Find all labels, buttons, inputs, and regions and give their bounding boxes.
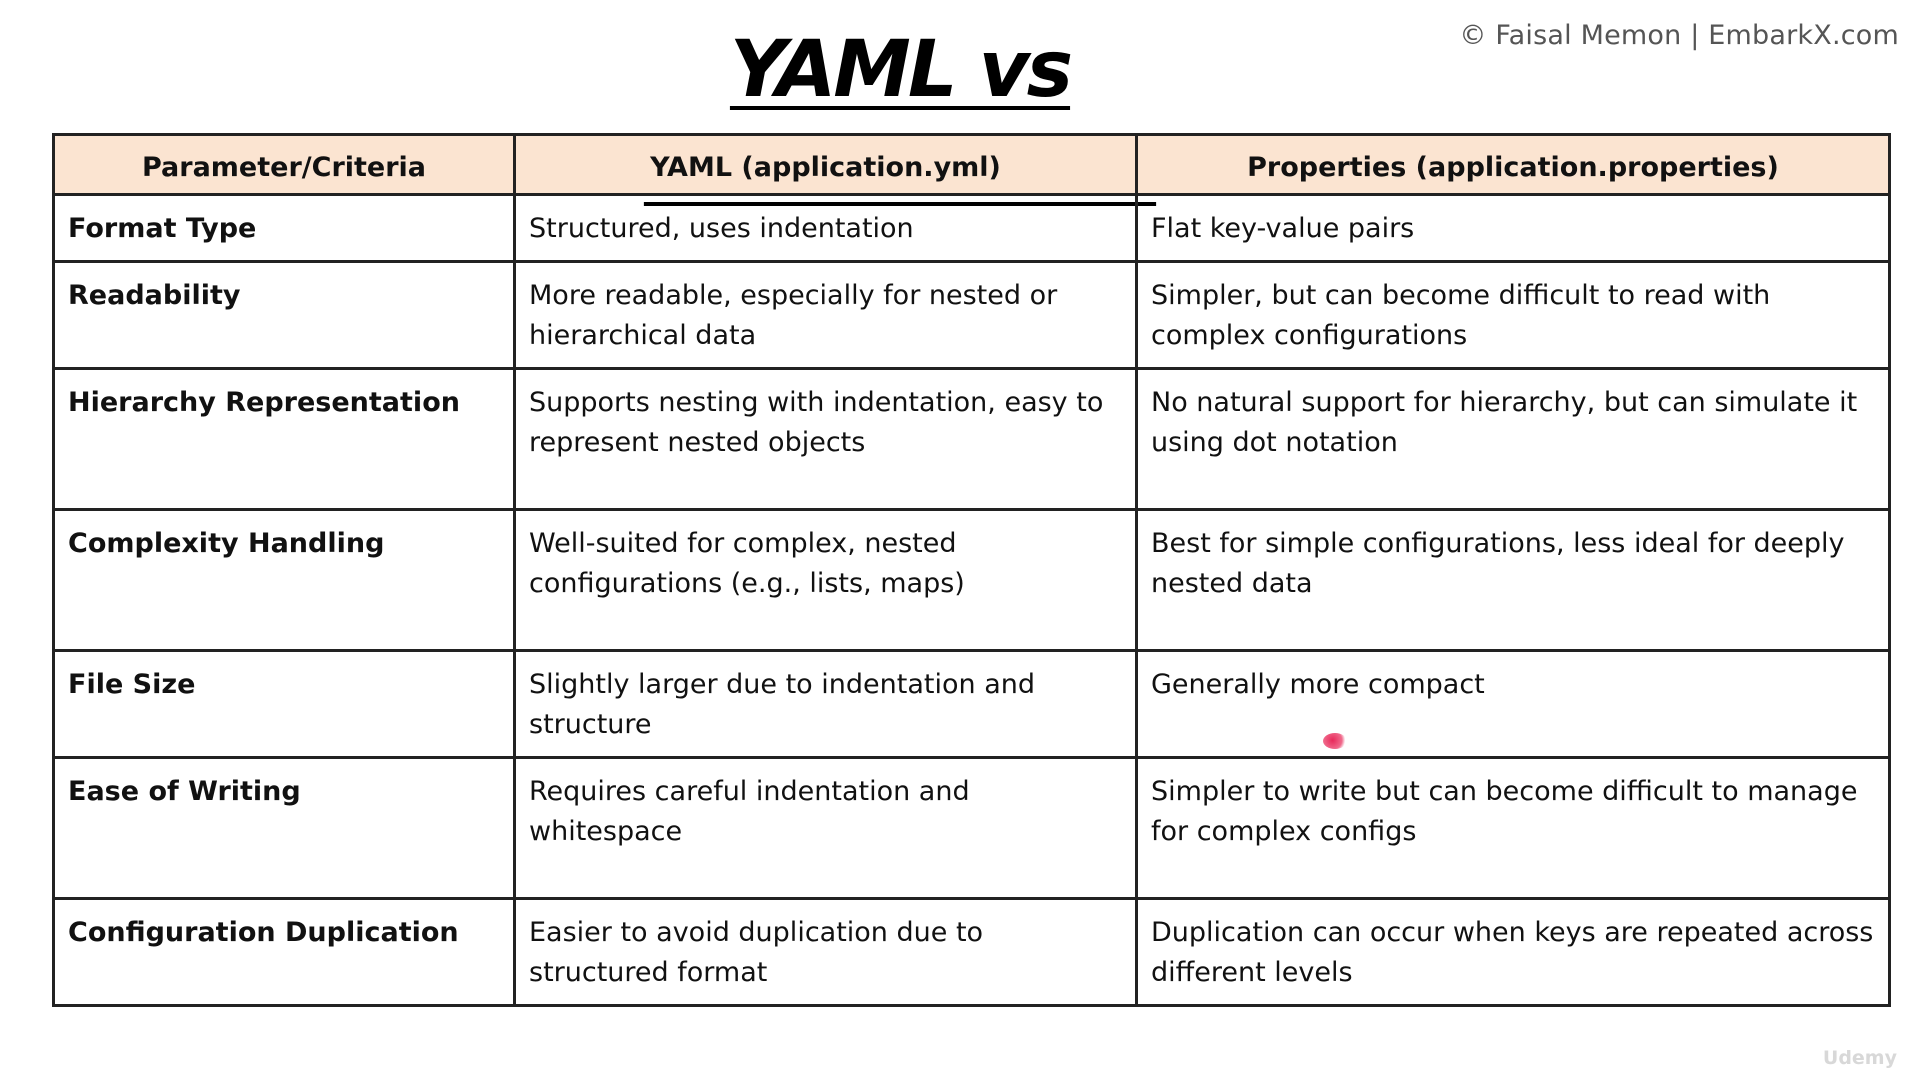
row-parameter-cell: Hierarchy Representation <box>52 367 516 511</box>
table-header-row: Parameter/Criteria YAML (application.yml… <box>52 133 1891 196</box>
row-properties-cell: Simpler to write but can become difficul… <box>1135 756 1891 900</box>
row-parameter-cell: Format Type <box>52 193 516 263</box>
row-yaml-cell: Requires careful indentation and whitesp… <box>513 756 1138 900</box>
row-parameter-cell: Configuration Duplication <box>52 897 516 1007</box>
table-row: File Size Slightly larger due to indenta… <box>52 649 1891 759</box>
copyright-text: © Faisal Memon | EmbarkX.com <box>1459 20 1899 51</box>
column-header-properties: Properties (application.properties) <box>1135 133 1891 196</box>
table-row: Ease of Writing Requires careful indenta… <box>52 756 1891 900</box>
table-row: Readability More readable, especially fo… <box>52 260 1891 370</box>
row-parameter-cell: Complexity Handling <box>52 508 516 652</box>
row-parameter-cell: Ease of Writing <box>52 756 516 900</box>
row-properties-cell: Simpler, but can become difficult to rea… <box>1135 260 1891 370</box>
row-properties-cell: Duplication can occur when keys are repe… <box>1135 897 1891 1007</box>
row-properties-cell: Best for simple configurations, less ide… <box>1135 508 1891 652</box>
column-header-parameter: Parameter/Criteria <box>52 133 516 196</box>
row-yaml-cell: More readable, especially for nested or … <box>513 260 1138 370</box>
row-yaml-cell: Easier to avoid duplication due to struc… <box>513 897 1138 1007</box>
udemy-watermark: Udemy <box>1822 1047 1897 1069</box>
table-row: Configuration Duplication Easier to avoi… <box>52 897 1891 1007</box>
row-parameter-cell: Readability <box>52 260 516 370</box>
row-parameter-cell: File Size <box>52 649 516 759</box>
row-properties-cell: Generally more compact <box>1135 649 1891 759</box>
mouse-cursor-highlight <box>1323 733 1347 749</box>
table-row: Format Type Structured, uses indentation… <box>52 193 1891 263</box>
comparison-table-container: Parameter/Criteria YAML (application.yml… <box>52 133 1891 1007</box>
row-yaml-cell: Slightly larger due to indentation and s… <box>513 649 1138 759</box>
row-yaml-cell: Structured, uses indentation <box>513 193 1138 263</box>
table-row: Hierarchy Representation Supports nestin… <box>52 367 1891 511</box>
table-row: Complexity Handling Well-suited for comp… <box>52 508 1891 652</box>
row-yaml-cell: Supports nesting with indentation, easy … <box>513 367 1138 511</box>
comparison-table: Parameter/Criteria YAML (application.yml… <box>52 133 1891 1007</box>
column-header-yaml: YAML (application.yml) <box>513 133 1138 196</box>
row-properties-cell: No natural support for hierarchy, but ca… <box>1135 367 1891 511</box>
row-yaml-cell: Well-suited for complex, nested configur… <box>513 508 1138 652</box>
row-properties-cell: Flat key-value pairs <box>1135 193 1891 263</box>
